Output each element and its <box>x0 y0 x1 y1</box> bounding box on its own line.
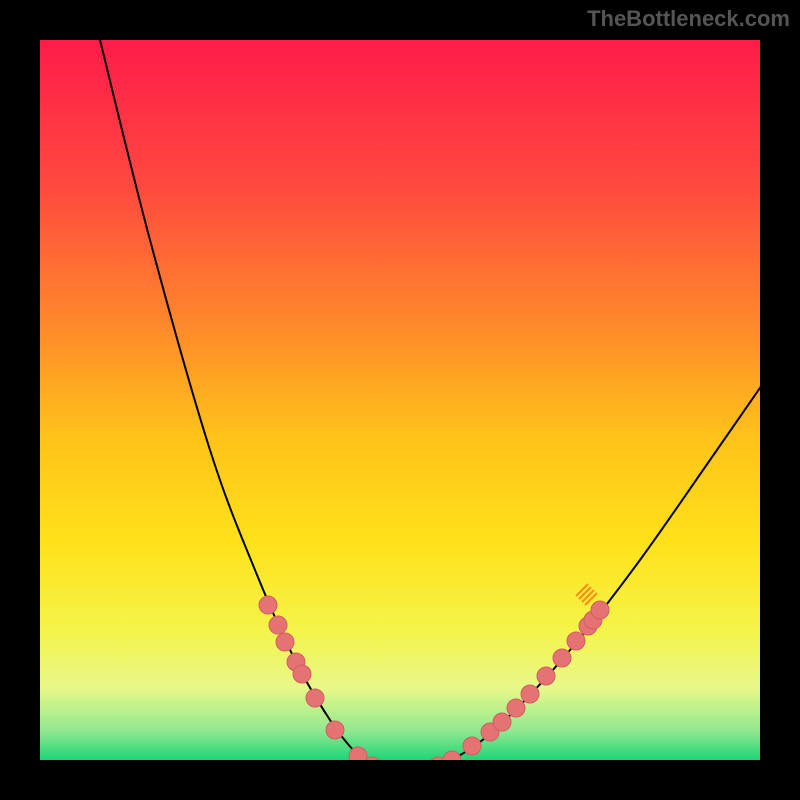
data-point <box>269 616 287 634</box>
data-point <box>306 689 324 707</box>
data-point <box>293 665 311 683</box>
data-point <box>326 721 344 739</box>
data-point <box>553 649 571 667</box>
data-point <box>259 596 277 614</box>
data-point <box>493 713 511 731</box>
bottleneck-chart <box>0 0 800 800</box>
watermark-text: TheBottleneck.com <box>587 6 790 32</box>
data-point <box>591 601 609 619</box>
data-point <box>276 633 294 651</box>
data-point <box>567 632 585 650</box>
data-point <box>507 699 525 717</box>
data-point <box>463 737 481 755</box>
data-point <box>521 685 539 703</box>
data-point <box>537 667 555 685</box>
gradient-background <box>40 40 760 760</box>
